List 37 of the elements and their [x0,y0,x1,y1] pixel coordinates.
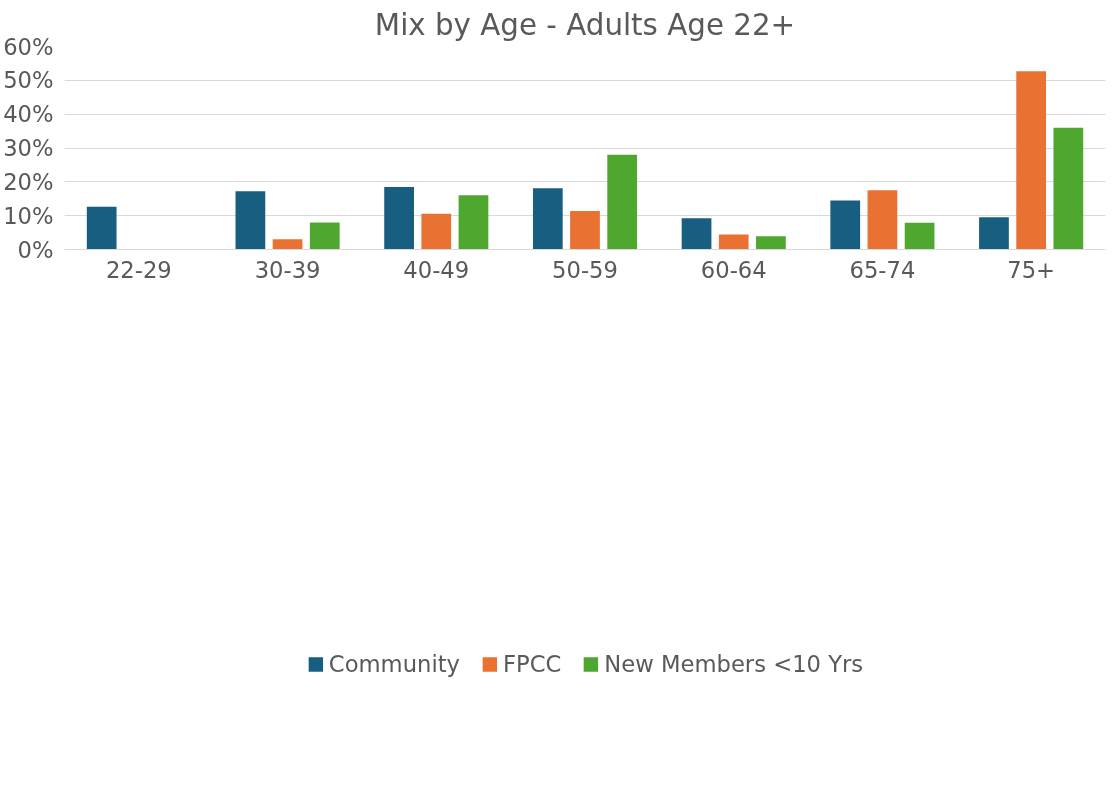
y-tick-label: 0% [17,236,54,263]
bar [607,154,638,250]
bar [309,222,340,250]
bar [830,200,861,250]
x-tick-label: 30-39 [254,256,321,283]
bar [458,195,489,250]
y-tick-label: 50% [3,67,54,94]
legend-label: FPCC [503,650,562,677]
legend-label: Community [328,650,460,677]
x-tick-label: 40-49 [403,256,470,283]
bar [272,239,303,250]
x-tick-label: 50-59 [552,256,618,283]
chart-title: Mix by Age - Adults Age 22+ [374,7,796,42]
y-tick-label: 40% [3,101,54,128]
bar [979,217,1009,250]
bar [756,236,786,250]
y-tick-label: 60% [3,33,54,60]
y-tick-label: 10% [3,202,54,229]
bar [1053,127,1084,250]
bar [904,222,935,250]
bar [681,218,712,250]
bar [532,188,563,250]
bar [384,186,414,250]
bar [421,213,452,250]
y-tick-label: 30% [3,135,54,161]
bar [867,190,898,250]
bar [1016,71,1047,250]
x-tick-label: 65-74 [849,256,916,283]
bar [86,206,117,250]
x-tick-label: 60-64 [700,256,767,283]
x-tick-label: 75+ [1007,256,1056,283]
y-tick-label: 20% [3,168,54,195]
bar [718,234,749,250]
legend-label: New Members <10 Yrs [604,650,864,677]
bar [235,191,266,250]
x-tick-label: 22-29 [105,256,172,283]
bar [570,210,600,250]
